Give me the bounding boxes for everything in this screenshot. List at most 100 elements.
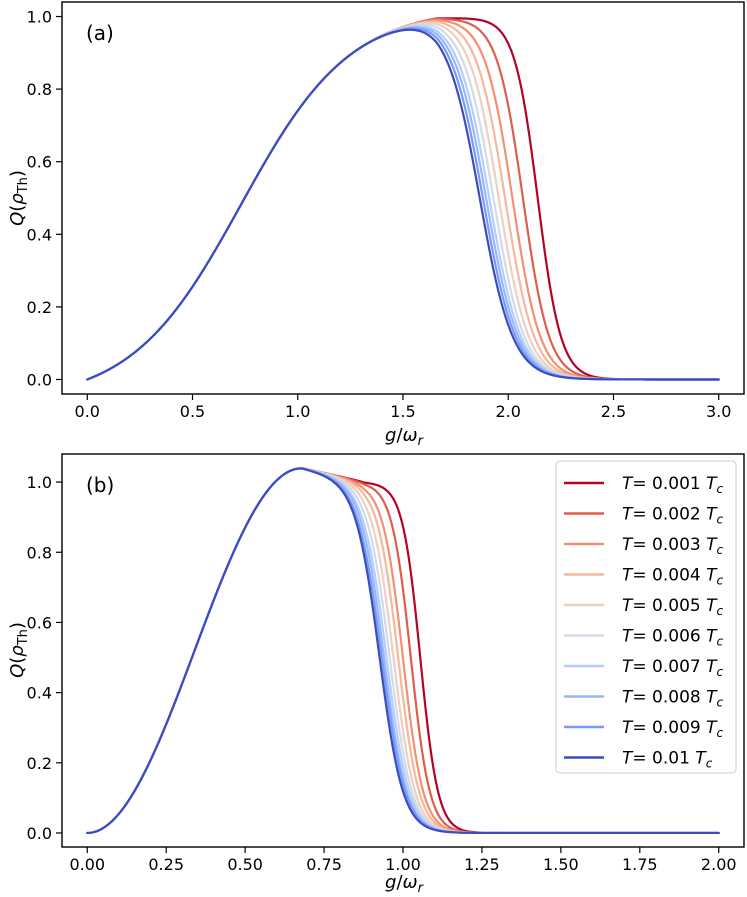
panel-b-y-tick-label: 0.4 <box>27 684 52 703</box>
legend-label-t: T <box>622 627 634 647</box>
panel-a-x-tick-label: 0.0 <box>75 402 100 421</box>
panel-a-x-label-g: g <box>385 425 396 446</box>
legend-label-t: T <box>622 688 634 708</box>
panel-b-y-label-close: ) <box>7 622 28 629</box>
panel-a-y-tick-label: 0.0 <box>27 370 52 389</box>
panel-a-x-tick-label: 2.5 <box>601 402 626 421</box>
panel-b-y-axis-label: Q(ρTh) <box>7 622 31 678</box>
legend-box <box>555 460 737 774</box>
legend-label-unit: T <box>706 688 718 708</box>
legend-label: T= 0.007 Tc <box>622 657 724 679</box>
panel-b-x-ticks: 0.00 0.25 0.50 0.75 1.00 1.25 1.50 1.75 2.00 <box>69 847 737 874</box>
panel-a-y-label-open: ( <box>7 205 28 212</box>
panel-a-x-label-slash: / <box>396 425 403 446</box>
legend-label-value: = 0.008 <box>632 688 706 708</box>
legend: T= 0.001 TcT= 0.002 TcT= 0.003 TcT= 0.00… <box>555 460 737 774</box>
panel-b-y-tick-label: 0.2 <box>27 754 52 773</box>
panel-b-x-tick-label: 1.00 <box>385 855 421 874</box>
panel-a-x-tick-label: 1.0 <box>285 402 310 421</box>
panel-b-y-tick-label: 1.0 <box>27 473 52 492</box>
panel-b-x-axis-label: g/ωr <box>385 872 425 896</box>
panel-b-x-tick-label: 1.50 <box>543 855 579 874</box>
panel-a-series-line <box>86 27 720 381</box>
legend-label: T= 0.002 Tc <box>622 505 724 527</box>
panel-a-x-label-sub: r <box>418 434 425 449</box>
legend-label-unit: T <box>706 596 718 616</box>
panel-a-series-line <box>86 25 720 381</box>
legend-label-sub: c <box>717 635 724 649</box>
legend-label-sub: c <box>717 574 724 588</box>
panel-b-series-group <box>86 466 720 835</box>
legend-label-unit: T <box>706 657 718 677</box>
legend-label-sub: c <box>717 726 724 740</box>
legend-label: T= 0.006 Tc <box>622 627 724 649</box>
legend-label-t: T <box>622 657 634 677</box>
panel-b-x-label-g: g <box>385 872 396 893</box>
panel-a-series-line <box>86 17 720 381</box>
legend-label: T= 0.008 Tc <box>622 688 724 710</box>
panel-a-y-tick-label: 1.0 <box>27 8 52 27</box>
panel-a-x-ticks: 0.0 0.5 1.0 1.5 2.0 2.5 3.0 <box>75 394 731 421</box>
panel-b-y-label-rho: ρ <box>7 645 28 657</box>
legend-label-unit: T <box>706 718 718 738</box>
legend-label-unit: T <box>706 474 718 494</box>
legend-label-unit: T <box>695 749 707 769</box>
panel-b-x-label-slash: / <box>396 872 403 893</box>
panel-a-x-axis-label: g/ωr <box>385 425 425 449</box>
panel-b-y-ticks: 0.0 0.2 0.4 0.6 0.8 1.0 <box>27 473 62 843</box>
legend-label-sub: c <box>706 757 713 771</box>
legend-label-value: = 0.01 <box>632 749 695 769</box>
legend-label-sub: c <box>717 543 724 557</box>
panel-a-y-ticks: 0.0 0.2 0.4 0.6 0.8 1.0 <box>27 8 62 389</box>
legend-label-sub: c <box>717 665 724 679</box>
legend-label-value: = 0.003 <box>632 535 706 555</box>
panel-a-x-tick-label: 1.5 <box>390 402 415 421</box>
legend-label-t: T <box>622 596 634 616</box>
legend-label: T= 0.009 Tc <box>622 718 724 740</box>
legend-label: T= 0.01 Tc <box>622 749 713 771</box>
panel-a-x-label-omega: ω <box>403 425 418 446</box>
legend-label: T= 0.003 Tc <box>622 535 724 557</box>
legend-label: T= 0.001 Tc <box>622 474 724 496</box>
panel-a-y-tick-label: 0.6 <box>27 153 52 172</box>
legend-label-unit: T <box>706 505 718 525</box>
panel-a-x-tick-label: 3.0 <box>706 402 731 421</box>
panel-a-axes-frame <box>61 1 745 395</box>
panel-b-y-label-sub: Th <box>16 629 31 646</box>
panel-b-x-tick-label: 2.00 <box>701 855 737 874</box>
legend-label-sub: c <box>717 513 724 527</box>
legend-entries: T= 0.001 TcT= 0.002 TcT= 0.003 TcT= 0.00… <box>564 474 724 771</box>
legend-label-t: T <box>622 474 634 494</box>
panel-a-y-label-rho: ρ <box>7 193 28 205</box>
legend-label-t: T <box>622 566 634 586</box>
legend-label-sub: c <box>717 482 724 496</box>
panel-a-y-tick-label: 0.2 <box>27 298 52 317</box>
panel-a-y-axis-label: Q(ρTh) <box>7 170 31 226</box>
panel-b-x-label-omega: ω <box>403 872 418 893</box>
panel-a-y-label-q: Q <box>7 212 28 226</box>
legend-label-t: T <box>622 505 634 525</box>
panel-b-series-line <box>86 467 720 835</box>
panel-a-y-label-close: ) <box>7 170 28 177</box>
legend-label: T= 0.004 Tc <box>622 566 724 588</box>
legend-label-unit: T <box>706 627 718 647</box>
panel-a-series-line <box>86 20 720 381</box>
panel-b-x-tick-label: 1.75 <box>622 855 658 874</box>
panel-b: 0.00 0.25 0.50 0.75 1.00 1.25 1.50 1.75 2.00 0.0… <box>7 453 745 896</box>
panel-b-y-label-q: Q <box>7 664 28 678</box>
legend-label-t: T <box>622 749 634 769</box>
panel-b-x-tick-label: 0.75 <box>306 855 342 874</box>
panel-b-y-tick-label: 0.6 <box>27 613 52 632</box>
panel-b-x-label-sub: r <box>418 881 425 896</box>
panel-a-series-line <box>86 18 720 381</box>
panel-b-x-tick-label: 1.25 <box>464 855 500 874</box>
panel-a-label: (a) <box>86 21 114 45</box>
panel-b-x-tick-label: 0.25 <box>148 855 184 874</box>
legend-label-t: T <box>622 535 634 555</box>
panel-a-series-line <box>86 17 720 381</box>
legend-label-t: T <box>622 718 634 738</box>
legend-label-value: = 0.004 <box>632 566 706 586</box>
panel-a-series-group <box>86 17 720 381</box>
legend-label-unit: T <box>706 566 718 586</box>
